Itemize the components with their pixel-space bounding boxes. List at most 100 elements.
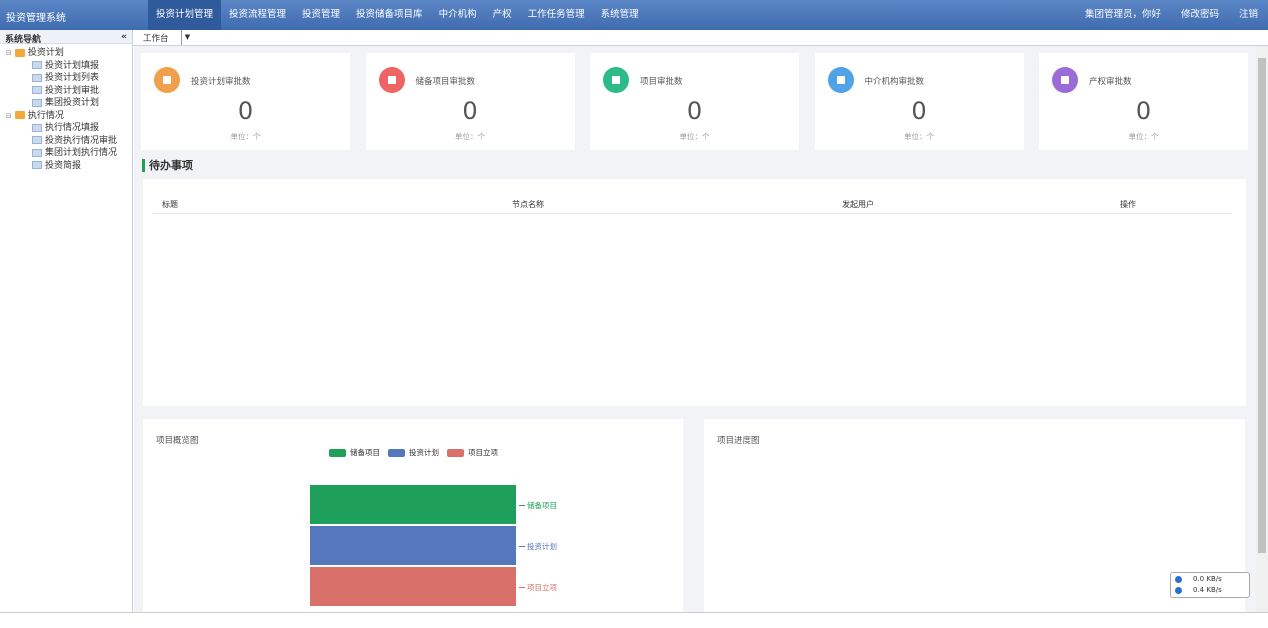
tree-leaf[interactable]: 投资执行情况审批 xyxy=(6,135,132,148)
overview-panel: 项目概览图 储备项目 投资计划 项目立项 储备项目 投资计划 项目立项 xyxy=(143,419,683,612)
header-link[interactable]: 注销 xyxy=(1238,9,1258,20)
section-title: 待办事项 xyxy=(142,159,193,172)
collapse-button[interactable]: « xyxy=(121,32,127,42)
stat-card: 储备项目审批数 0 单位：个 xyxy=(365,53,575,150)
column-header: 标题 xyxy=(162,200,178,209)
leaf-icon xyxy=(32,148,42,157)
scrollbar[interactable] xyxy=(1256,46,1268,612)
column-header: 操作 xyxy=(1120,200,1136,209)
legend-item[interactable]: 项目立项 xyxy=(447,447,498,458)
todo-panel: 标题 节点名称 发起用户 操作 xyxy=(143,179,1246,406)
funnel-bar xyxy=(310,567,516,606)
tree-leaf[interactable]: 投资计划填报 xyxy=(6,60,132,73)
nav: 投资计划管理 投资流程管理 投资管理 投资储备项目库 中介机构 产权 工作任务管理 系统管理 xyxy=(148,0,647,30)
nav-item[interactable]: 投资流程管理 xyxy=(229,9,287,20)
card-icon xyxy=(378,67,405,93)
nav-item[interactable]: 中介机构 xyxy=(438,9,477,20)
legend-item[interactable]: 储备项目 xyxy=(329,447,380,458)
expander: ⊟ xyxy=(6,111,12,120)
column-header: 节点名称 xyxy=(512,200,544,209)
scroll-thumb[interactable] xyxy=(1258,58,1266,553)
nav-item[interactable]: 产权 xyxy=(492,9,512,20)
card-unit: 单位：个 xyxy=(1128,132,1159,141)
tree-label: 执行情况填报 xyxy=(45,123,100,133)
tree-label: 投资计划填报 xyxy=(45,60,100,71)
card-label: 产权审批数 xyxy=(1089,77,1132,87)
funnel-label: 储备项目 xyxy=(519,500,557,511)
leaf-icon xyxy=(32,136,42,144)
tree-label: 投资计划列表 xyxy=(45,73,100,83)
net-speed: 0.0 KB/s 0.4 KB/s xyxy=(1170,572,1250,598)
progress-panel: 项目进度图 xyxy=(704,419,1245,612)
tree: ⊟ 投资计划 投资计划填报 投资计划列表 投资计划审批 集团投资计划 ⊟ 执行情况执行情况填报… xyxy=(0,44,132,172)
legend-item[interactable]: 投资计划 xyxy=(388,447,439,458)
card-value: 0 xyxy=(686,97,703,125)
tree-folder[interactable]: ⊟ 投资计划 xyxy=(6,47,132,60)
leaf-icon xyxy=(32,73,42,82)
tree-label: 执行情况 xyxy=(27,110,64,121)
card-label: 中介机构审批数 xyxy=(864,77,925,87)
legend-swatch xyxy=(329,448,346,457)
funnel-bar xyxy=(310,485,516,524)
tree-label: 集团投资计划 xyxy=(45,98,100,108)
nav-item[interactable]: 系统管理 xyxy=(600,9,639,20)
tree-leaf[interactable]: 投资计划审批 xyxy=(6,85,132,98)
legend: 储备项目 投资计划 项目立项 xyxy=(329,447,498,458)
card-label: 投资计划审批数 xyxy=(191,77,251,87)
header-link[interactable]: 修改密码 xyxy=(1180,9,1219,20)
footer xyxy=(0,612,1268,628)
column-header: 发起用户 xyxy=(842,200,874,209)
stat-card: 中介机构审批数 0 单位：个 xyxy=(814,53,1024,150)
stat-card: 项目审批数 0 单位：个 xyxy=(590,53,799,150)
header: 投资管理系统 投资计划管理 投资流程管理 投资管理 投资储备项目库 中介机构 产权 工作任务… xyxy=(0,0,1268,30)
user-area: 集团管理员，你好 修改密码 注销 xyxy=(1075,0,1268,30)
tree-label: 投资简报 xyxy=(45,160,82,171)
card-unit: 单位：个 xyxy=(904,132,934,141)
nav-item[interactable]: 投资管理 xyxy=(302,9,341,20)
leaf-icon xyxy=(32,161,42,169)
tree-folder[interactable]: ⊟ 执行情况 xyxy=(6,110,132,123)
app-title: 投资管理系统 xyxy=(6,13,66,24)
panel-title: 项目概览图 xyxy=(156,436,199,446)
tree-leaf[interactable]: 投资简报 xyxy=(6,160,132,173)
card-label: 项目审批数 xyxy=(640,77,683,87)
leaf-icon xyxy=(32,98,42,107)
sidebar: 系统导航 « ⊟ 投资计划 投资计划填报 投资计划列表 投资计划审批 集团投资计划 ⊟ 执行情况… xyxy=(0,30,133,612)
tree-leaf[interactable]: 集团投资计划 xyxy=(6,97,132,110)
tab[interactable]: 工作台 xyxy=(143,34,169,44)
nav-item[interactable]: 工作任务管理 xyxy=(527,9,585,20)
tree-leaf[interactable]: 投资计划列表 xyxy=(6,72,132,85)
card-value: 0 xyxy=(237,97,254,125)
panel-title: 项目进度图 xyxy=(717,436,760,446)
card-unit: 单位：个 xyxy=(455,132,485,141)
leaf-icon xyxy=(32,86,42,94)
table-header: 标题 节点名称 发起用户 操作 xyxy=(152,195,1232,214)
card-unit: 单位：个 xyxy=(679,132,710,141)
user-greeting: 集团管理员，你好 xyxy=(1084,9,1161,20)
legend-swatch xyxy=(447,448,464,457)
funnel-bar xyxy=(310,526,516,565)
tree-leaf[interactable]: 集团计划执行情况 xyxy=(6,147,132,160)
nav-item[interactable]: 投资计划管理 xyxy=(148,0,222,30)
card-icon xyxy=(154,67,180,93)
tree-label: 投资计划审批 xyxy=(45,85,100,96)
card-value: 0 xyxy=(462,97,478,125)
card-unit: 单位：个 xyxy=(230,132,261,141)
card-label: 储备项目审批数 xyxy=(415,77,476,87)
nav-item[interactable]: 投资储备项目库 xyxy=(356,9,423,20)
card-value: 0 xyxy=(1135,97,1152,125)
content: 待办事项 标题 节点名称 发起用户 操作 项目概览图 储备项目 投资计划 项目立项 储备项… xyxy=(134,46,1256,612)
legend-label: 投资计划 xyxy=(409,448,439,457)
tree-label: 投资执行情况审批 xyxy=(45,135,118,146)
upload-speed: 0.0 KB/s xyxy=(1193,575,1222,583)
tab-menu[interactable]: ▼ xyxy=(181,30,193,45)
folder-icon xyxy=(14,48,25,57)
stat-card: 产权审批数 0 单位：个 xyxy=(1039,53,1248,150)
tree-leaf[interactable]: 执行情况填报 xyxy=(6,122,132,135)
download-speed: 0.4 KB/s xyxy=(1193,586,1222,594)
leaf-icon xyxy=(32,123,42,132)
sidebar-header: 系统导航 « xyxy=(0,30,132,45)
legend-label: 项目立项 xyxy=(468,448,498,457)
tab-bar: 工作台 ▼ xyxy=(133,30,1268,46)
